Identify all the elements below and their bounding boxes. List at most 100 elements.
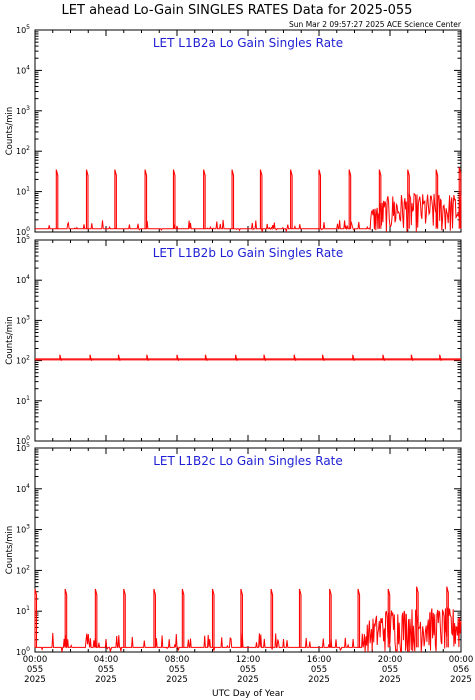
spike-point — [259, 169, 263, 229]
y-tick-base: 10 — [16, 228, 26, 237]
y-tick-label: 100 — [16, 435, 30, 446]
series-counts — [35, 354, 461, 361]
spike-point — [94, 588, 98, 648]
spike-point — [144, 169, 148, 229]
x-tick-label-year: 2025 — [237, 675, 259, 685]
figure-title: LET ahead Lo-Gain SINGLES RATES Data for… — [62, 3, 413, 18]
y-tick-label: 104 — [16, 64, 30, 75]
x-tick-label-time: 16:00 — [307, 655, 332, 665]
spike-point — [146, 354, 149, 361]
x-tick-label-doy: 055 — [98, 665, 114, 675]
y-tick-label: 103 — [16, 524, 30, 535]
y-axis-title: Counts/min — [5, 526, 15, 575]
spike-point — [114, 169, 117, 229]
y-tick-base: 10 — [16, 357, 26, 366]
x-tick-label-year: 2025 — [95, 675, 117, 685]
y-tick-exponent: 1 — [26, 395, 30, 402]
spike-point — [204, 354, 208, 361]
x-tick-label-time: 08:00 — [165, 655, 190, 665]
y-tick-exponent: 1 — [26, 186, 30, 193]
y-tick-base: 10 — [16, 566, 26, 575]
y-tick-base: 10 — [16, 26, 26, 35]
y-tick-base: 10 — [16, 188, 26, 197]
spike-point — [387, 588, 391, 648]
x-tick-label-year: 2025 — [450, 675, 472, 685]
y-tick-exponent: 3 — [26, 524, 30, 531]
series-counts — [35, 167, 462, 233]
spike-point — [153, 588, 156, 648]
y-tick-exponent: 4 — [26, 274, 30, 281]
spike-point — [416, 586, 419, 648]
y-tick-base: 10 — [16, 444, 26, 453]
spike-point — [378, 169, 382, 229]
spike-point — [176, 354, 180, 361]
x-tick-label-year: 2025 — [24, 675, 46, 685]
spike-point — [263, 354, 267, 361]
y-tick-base: 10 — [16, 648, 26, 657]
spike-point — [89, 354, 93, 361]
y-tick-base: 10 — [16, 607, 26, 616]
y-tick-exponent: 2 — [26, 564, 30, 571]
y-tick-exponent: 3 — [26, 314, 30, 321]
y-tick-exponent: 5 — [26, 24, 30, 31]
spike-point — [270, 588, 274, 648]
spike-point — [357, 588, 361, 648]
spike-point — [203, 169, 206, 229]
x-tick-label-year: 2025 — [308, 675, 330, 685]
spike-point — [235, 354, 238, 361]
y-tick-label: 101 — [16, 605, 30, 616]
y-tick-label: 100 — [16, 226, 30, 237]
panel-title: LET L1B2a Lo Gain Singles Rate — [153, 36, 343, 50]
x-tick-label-doy: 055 — [240, 665, 256, 675]
x-tick-label-time: 12:00 — [236, 655, 261, 665]
y-tick-exponent: 2 — [26, 145, 30, 152]
spike-point — [298, 588, 302, 648]
x-tick-label-doy: 056 — [453, 665, 469, 675]
panel-title: LET L1B2c Lo Gain Singles Rate — [153, 454, 343, 468]
y-tick-label: 105 — [16, 234, 30, 245]
y-tick-label: 103 — [16, 105, 30, 116]
x-tick-label-doy: 055 — [27, 665, 43, 675]
y-tick-exponent: 5 — [26, 442, 30, 449]
spike-point — [348, 169, 352, 229]
y-tick-exponent: 3 — [26, 105, 30, 112]
spike-point — [64, 588, 68, 648]
y-tick-base: 10 — [16, 485, 26, 494]
x-tick-label-year: 2025 — [166, 675, 188, 685]
spike-point — [172, 169, 176, 229]
spike-point — [458, 167, 462, 229]
panel-frame — [34, 239, 462, 442]
y-tick-label: 102 — [16, 145, 30, 156]
x-tick-label-time: 20:00 — [378, 655, 403, 665]
y-tick-base: 10 — [16, 66, 26, 75]
spike-point — [446, 586, 449, 648]
spike-point — [117, 354, 121, 361]
series-counts — [34, 586, 462, 653]
y-tick-label: 100 — [16, 646, 30, 657]
y-tick-base: 10 — [16, 316, 26, 325]
spike-point — [34, 588, 38, 648]
y-tick-exponent: 1 — [26, 605, 30, 612]
y-tick-label: 102 — [16, 564, 30, 575]
x-tick-label-year: 2025 — [379, 675, 401, 685]
y-tick-exponent: 2 — [26, 355, 30, 362]
y-tick-exponent: 0 — [26, 226, 30, 233]
y-tick-label: 102 — [16, 355, 30, 366]
x-axis-labels: 00:00055202504:00055202508:00055202512:0… — [23, 655, 474, 685]
series-trace — [35, 606, 462, 653]
spike-point — [410, 354, 414, 361]
panel-frame — [34, 29, 462, 233]
panel-title: LET L1B2b Lo Gain Singles Rate — [153, 246, 344, 260]
y-tick-base: 10 — [16, 276, 26, 285]
y-tick-label: 103 — [16, 314, 30, 325]
y-tick-exponent: 4 — [26, 64, 30, 71]
y-tick-exponent: 5 — [26, 234, 30, 241]
spike-point — [290, 169, 293, 229]
spike-point — [382, 354, 385, 361]
y-tick-base: 10 — [16, 526, 26, 535]
spike-point — [85, 169, 89, 229]
y-tick-base: 10 — [16, 236, 26, 245]
